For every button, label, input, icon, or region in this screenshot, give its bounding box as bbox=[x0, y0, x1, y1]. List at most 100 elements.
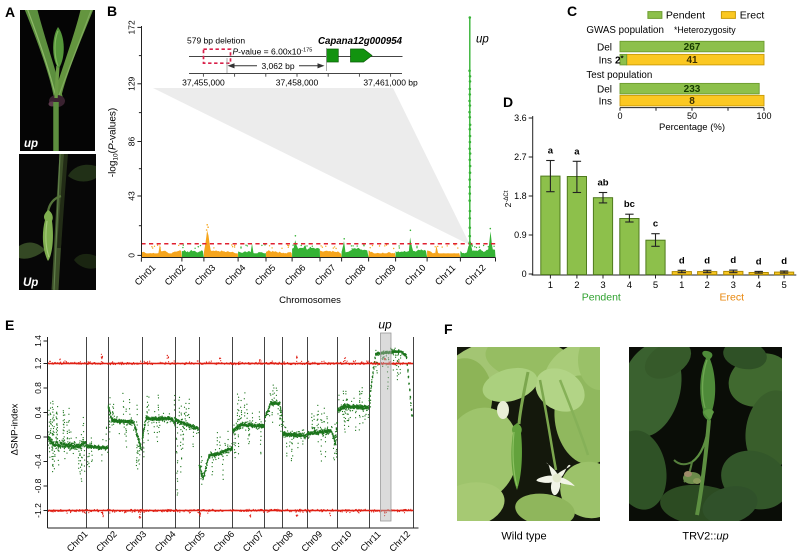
svg-text:Chr05: Chr05 bbox=[253, 263, 278, 288]
svg-text:Chr03: Chr03 bbox=[193, 263, 218, 288]
svg-text:d: d bbox=[730, 255, 736, 266]
svg-text:0.4: 0.4 bbox=[33, 406, 43, 418]
svg-text:5: 5 bbox=[781, 280, 786, 291]
svg-text:Chr07: Chr07 bbox=[241, 529, 266, 554]
svg-text:Pendent: Pendent bbox=[582, 292, 621, 304]
svg-text:Chr12: Chr12 bbox=[463, 263, 488, 288]
svg-text:GWAS population: GWAS population bbox=[586, 25, 664, 36]
svg-text:ΔSNP-index: ΔSNP-index bbox=[10, 403, 21, 455]
svg-text:Erect: Erect bbox=[720, 292, 745, 304]
svg-text:C: C bbox=[567, 3, 577, 19]
svg-text:Chr06: Chr06 bbox=[211, 529, 236, 554]
svg-text:Chr01: Chr01 bbox=[133, 263, 158, 288]
svg-text:Capana12g000954: Capana12g000954 bbox=[318, 36, 403, 47]
svg-text:0: 0 bbox=[522, 269, 527, 279]
svg-text:-0.4: -0.4 bbox=[33, 454, 43, 469]
svg-text:267: 267 bbox=[684, 42, 701, 53]
svg-text:Pendent: Pendent bbox=[666, 10, 705, 22]
svg-text:Chr03: Chr03 bbox=[123, 529, 148, 554]
svg-text:up: up bbox=[24, 138, 38, 150]
svg-text:1.2: 1.2 bbox=[33, 357, 43, 369]
svg-text:0.9: 0.9 bbox=[514, 230, 527, 240]
svg-text:Chr04: Chr04 bbox=[153, 529, 178, 554]
svg-text:Erect: Erect bbox=[740, 10, 765, 22]
svg-text:1.4: 1.4 bbox=[33, 335, 43, 347]
svg-text:1.8: 1.8 bbox=[514, 191, 527, 201]
svg-text:86: 86 bbox=[127, 137, 137, 147]
svg-text:up: up bbox=[378, 318, 392, 332]
svg-text:1: 1 bbox=[548, 280, 553, 291]
svg-text:P-value = 6.00x10-175: P-value = 6.00x10-175 bbox=[233, 47, 313, 57]
svg-text:3: 3 bbox=[731, 280, 736, 291]
svg-text:F: F bbox=[444, 321, 453, 337]
svg-text:Up: Up bbox=[23, 277, 38, 289]
svg-text:0: 0 bbox=[617, 111, 622, 121]
svg-text:up: up bbox=[476, 34, 489, 46]
svg-text:Chr02: Chr02 bbox=[163, 263, 188, 288]
svg-text:Chr11: Chr11 bbox=[358, 529, 382, 553]
svg-text:0: 0 bbox=[33, 434, 43, 439]
svg-text:Percentage (%): Percentage (%) bbox=[659, 122, 725, 133]
svg-text:8: 8 bbox=[689, 96, 695, 107]
svg-text:Chr04: Chr04 bbox=[223, 263, 248, 288]
svg-text:Ins: Ins bbox=[599, 97, 612, 108]
svg-text:Chr10: Chr10 bbox=[403, 263, 428, 288]
svg-text:0.8: 0.8 bbox=[33, 382, 43, 394]
svg-text:-0.8: -0.8 bbox=[33, 478, 43, 493]
svg-text:37,455,000: 37,455,000 bbox=[182, 78, 225, 88]
svg-text:-log10(P-values): -log10(P-values) bbox=[108, 108, 120, 178]
svg-text:c: c bbox=[653, 219, 658, 230]
svg-text:Chr06: Chr06 bbox=[283, 263, 308, 288]
svg-text:Chromosomes: Chromosomes bbox=[279, 295, 341, 306]
svg-text:1: 1 bbox=[679, 280, 684, 291]
svg-text:50: 50 bbox=[687, 111, 697, 121]
svg-text:0: 0 bbox=[127, 253, 137, 258]
svg-text:2*: 2* bbox=[615, 54, 624, 67]
svg-text:Chr05: Chr05 bbox=[182, 529, 207, 554]
svg-text:bc: bc bbox=[624, 199, 635, 210]
svg-text:Del: Del bbox=[597, 43, 612, 54]
svg-text:2-ΔCt: 2-ΔCt bbox=[503, 190, 513, 207]
svg-text:37,461,000 bp: 37,461,000 bp bbox=[363, 78, 418, 88]
svg-text:41: 41 bbox=[686, 55, 698, 66]
svg-text:ab: ab bbox=[597, 178, 608, 189]
svg-text:2: 2 bbox=[705, 280, 710, 291]
svg-text:Chr08: Chr08 bbox=[270, 529, 295, 554]
svg-text:2: 2 bbox=[574, 280, 579, 291]
svg-text:d: d bbox=[679, 255, 685, 266]
svg-text:d: d bbox=[704, 255, 710, 266]
svg-text:Chr07: Chr07 bbox=[313, 263, 338, 288]
svg-text:d: d bbox=[781, 256, 787, 267]
svg-text:Ins: Ins bbox=[599, 56, 612, 67]
svg-text:5: 5 bbox=[653, 280, 658, 291]
svg-text:2.7: 2.7 bbox=[514, 152, 527, 162]
svg-text:-1.2: -1.2 bbox=[33, 503, 43, 518]
svg-text:172: 172 bbox=[127, 20, 137, 34]
svg-text:43: 43 bbox=[127, 191, 137, 201]
svg-text:Chr09: Chr09 bbox=[373, 263, 398, 288]
svg-text:129: 129 bbox=[127, 76, 137, 90]
svg-text:Test population: Test population bbox=[586, 70, 652, 81]
svg-text:Chr09: Chr09 bbox=[299, 529, 324, 554]
svg-text:4: 4 bbox=[627, 280, 632, 291]
svg-text:Chr12: Chr12 bbox=[387, 529, 412, 554]
svg-text:Del: Del bbox=[597, 85, 612, 96]
svg-text:Chr11: Chr11 bbox=[433, 263, 457, 287]
svg-text:579 bp deletion: 579 bp deletion bbox=[187, 36, 245, 46]
svg-text:a: a bbox=[574, 146, 580, 157]
svg-text:Wild type: Wild type bbox=[501, 531, 546, 543]
svg-text:D: D bbox=[503, 94, 513, 110]
svg-text:a: a bbox=[548, 146, 554, 157]
svg-text:Chr10: Chr10 bbox=[329, 529, 354, 554]
svg-text:3: 3 bbox=[600, 280, 605, 291]
svg-text:A: A bbox=[5, 4, 15, 20]
svg-text:Chr02: Chr02 bbox=[94, 529, 119, 554]
svg-text:Chr01: Chr01 bbox=[65, 529, 90, 554]
svg-text:4: 4 bbox=[756, 280, 761, 291]
svg-text:3.6: 3.6 bbox=[514, 113, 527, 123]
svg-text:233: 233 bbox=[684, 84, 701, 95]
svg-text:E: E bbox=[5, 317, 14, 333]
svg-text:B: B bbox=[107, 3, 117, 19]
svg-text:TRV2::up: TRV2::up bbox=[682, 531, 728, 543]
svg-text:*Heterozygosity: *Heterozygosity bbox=[674, 25, 736, 35]
